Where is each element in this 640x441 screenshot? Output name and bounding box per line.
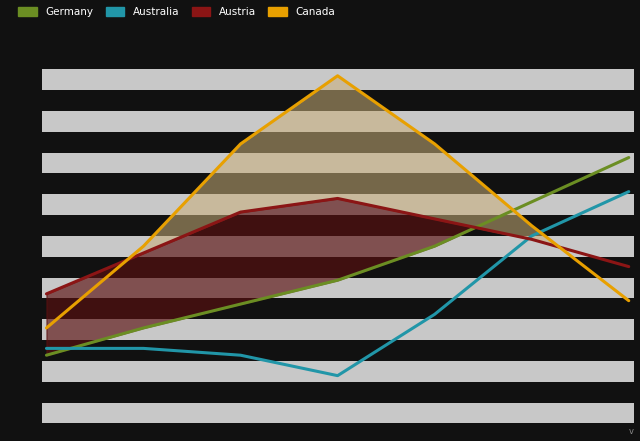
Bar: [42, 403, 634, 423]
Bar: [42, 132, 634, 153]
Bar: [42, 382, 634, 403]
Bar: [42, 340, 634, 361]
Bar: [42, 49, 634, 69]
Bar: [42, 153, 634, 173]
Bar: [42, 257, 634, 277]
Bar: [42, 215, 634, 236]
Bar: [42, 319, 634, 340]
Bar: [42, 194, 634, 215]
Bar: [42, 299, 634, 319]
Bar: [42, 69, 634, 90]
Bar: [42, 173, 634, 194]
Bar: [42, 361, 634, 382]
Bar: [42, 277, 634, 299]
Bar: [42, 236, 634, 257]
Legend: Germany, Australia, Austria, Canada: Germany, Australia, Austria, Canada: [18, 7, 335, 17]
Bar: [42, 111, 634, 132]
Text: v: v: [628, 427, 634, 436]
Bar: [42, 90, 634, 111]
